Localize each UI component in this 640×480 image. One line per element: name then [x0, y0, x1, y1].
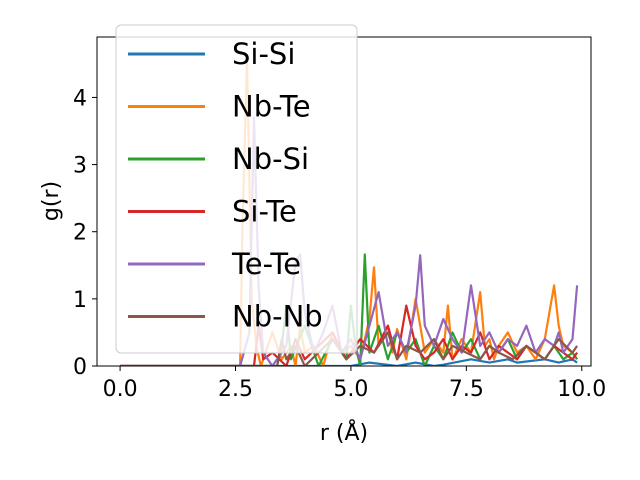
x-tick-label: 7.5: [449, 377, 484, 402]
x-axis-label: r (Å): [320, 419, 368, 446]
x-tick-label: 0.0: [103, 377, 138, 402]
legend-entry: Nb-Te: [232, 90, 311, 124]
x-axis: 0.0 2.5 5.0 7.5 10.0: [103, 366, 606, 402]
y-tick-label: 2: [73, 221, 87, 246]
x-tick-label: 10.0: [557, 377, 606, 402]
y-tick-label: 1: [73, 288, 87, 313]
legend-entry: Si-Si: [232, 37, 295, 71]
legend: Si-Si Nb-Te Nb-Si Si-Te Te-Te Nb-Nb: [115, 24, 358, 354]
legend-entry: Si-Te: [232, 195, 297, 229]
y-axis-label: g(r): [39, 181, 64, 221]
legend-entry: Nb-Nb: [232, 300, 323, 334]
y-tick-label: 3: [73, 154, 87, 179]
y-tick-label: 4: [73, 86, 87, 111]
y-tick-label: 0: [73, 355, 87, 380]
x-tick-label: 2.5: [218, 377, 253, 402]
legend-entry: Nb-Si: [232, 142, 309, 176]
y-axis: 0 1 2 3 4: [73, 86, 97, 380]
series-line-si-si: [120, 358, 578, 366]
x-tick-label: 5.0: [333, 377, 368, 402]
legend-entry: Te-Te: [231, 247, 301, 281]
